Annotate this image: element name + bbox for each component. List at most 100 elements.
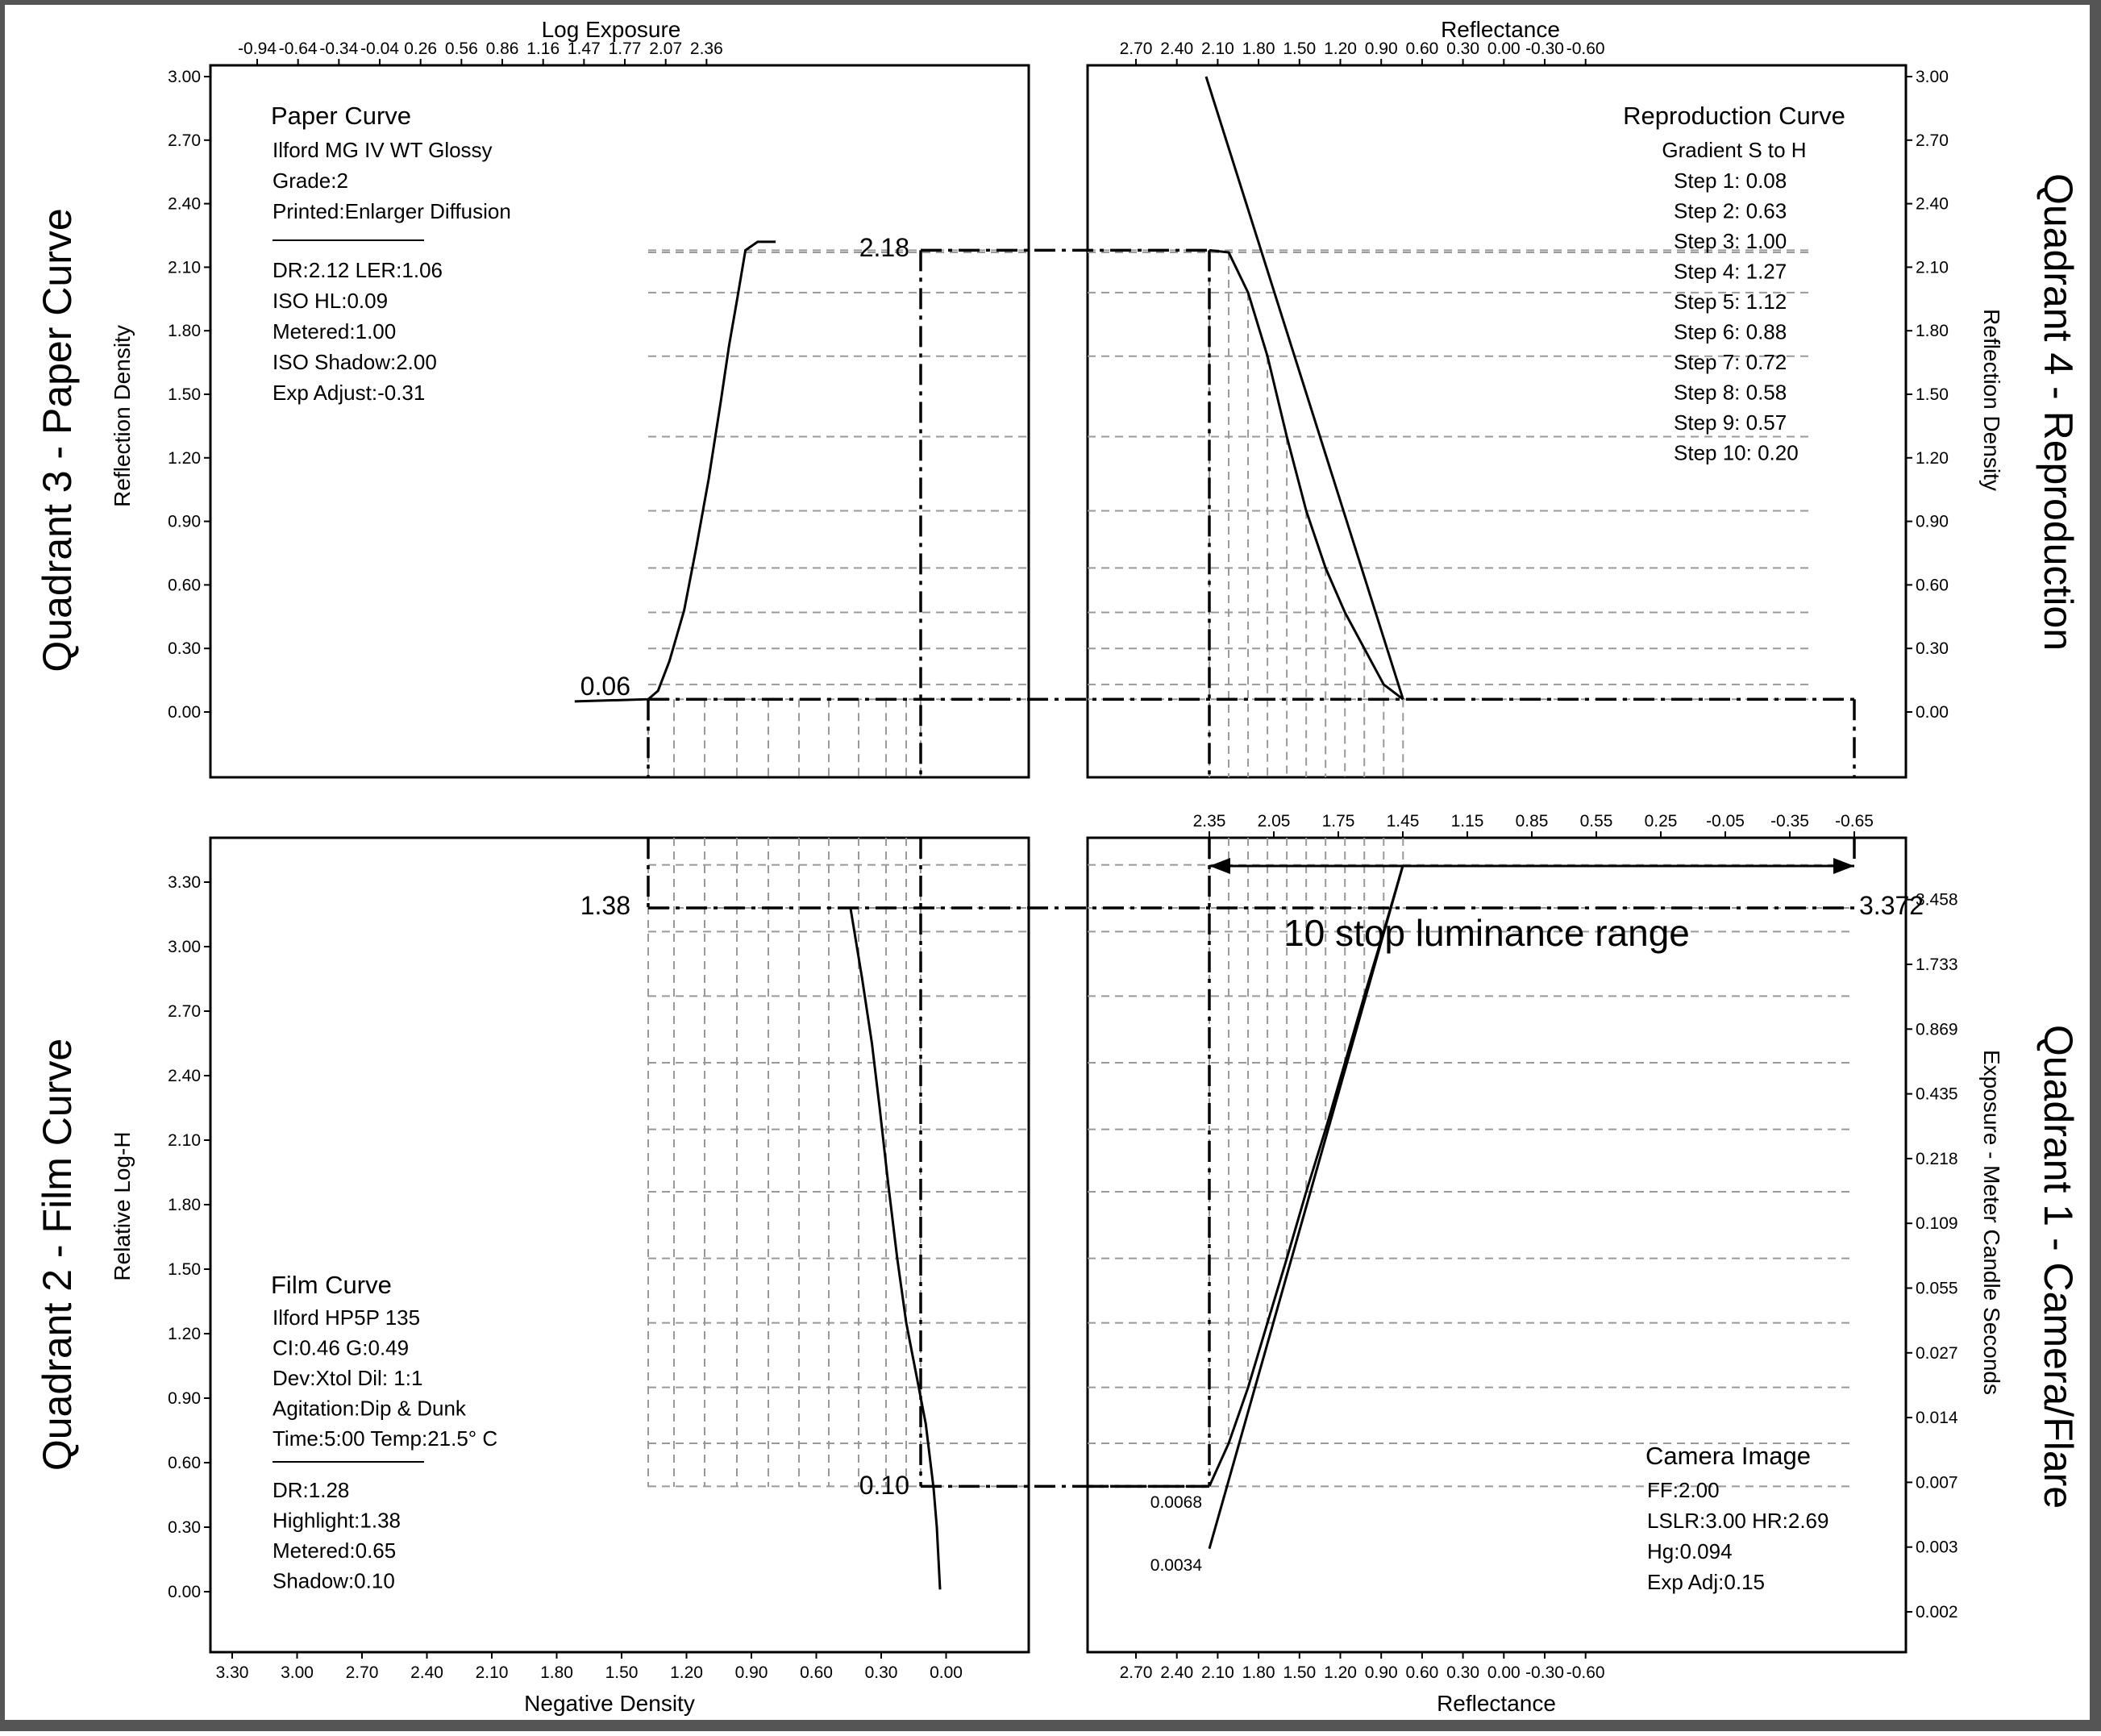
paper-curve-line [574,240,776,703]
q1-x-tick-label: 0.90 [1365,1663,1398,1682]
q3-info-line: Exp Adjust:-0.31 [273,381,425,405]
q2-x-tick-label: 2.70 [346,1663,379,1682]
q3-value-label: 0.06 [580,672,630,701]
q2-info-line: Highlight:1.38 [273,1509,401,1533]
q2-x-tick-label: 0.60 [800,1663,833,1682]
q3-x-tick-label: 1.47 [568,40,601,58]
flare-curve-line [1208,864,1404,1550]
arrow-head-left [1209,858,1230,874]
q3-info-line: DR:2.12 LER:1.06 [273,258,443,282]
q2-value-label: 1.38 [580,891,630,920]
q2-x-axis-title: Negative Density [524,1691,695,1716]
q2-info-line: Dev:Xtol Dil: 1:1 [273,1366,422,1390]
q3-x-tick-label: 1.16 [526,40,560,58]
q2-x-tick-label: 0.90 [735,1663,768,1682]
q3-y-axis-title: Reflection Density [110,325,135,507]
q2-y-tick-label: 0.90 [168,1389,201,1408]
q1-top-tick-label: 0.55 [1580,812,1613,831]
reproduction-reference-line [1204,76,1404,700]
q3-y-tick-label: 0.30 [168,639,201,658]
q4-y-tick-label: 1.50 [1916,385,1949,404]
q2-x-tick-label: 2.40 [410,1663,443,1682]
q1-y-axis-title: Exposure - Meter Candle Seconds [1979,1050,2004,1395]
q3-x-axis-title: Log Exposure [542,17,681,42]
q4-y-tick-label: 0.90 [1916,513,1949,531]
q4-x-tick-label: 0.30 [1446,40,1479,58]
q2-info-line: Agitation:Dip & Dunk [273,1397,467,1421]
q4-x-tick-label: -0.30 [1525,40,1564,58]
q3-x-tick-label: 0.26 [404,40,437,58]
q4-info-step: Step 8: 0.58 [1674,381,1787,405]
q3-info-line: Printed:Enlarger Diffusion [273,199,511,223]
q1-y-tick-label: 0.055 [1916,1280,1958,1298]
q1-top-tick-label: 0.85 [1516,812,1549,831]
q1-info-line: Hg:0.094 [1647,1539,1733,1563]
q4-y-tick-label: 2.10 [1916,258,1949,277]
q1-value-label: 3.372 [1859,891,1924,920]
q1-top-tick-label: -0.05 [1706,812,1745,831]
film-curve-line [849,907,942,1590]
q4-info-step: Step 6: 0.88 [1674,320,1787,344]
q3-y-tick-label: 0.60 [168,576,201,594]
q3-y-tick-label: 2.70 [168,131,201,150]
q3-x-tick-label: 2.07 [649,40,682,58]
q4-x-tick-label: 0.60 [1405,40,1438,58]
q2-y-tick-label: 0.00 [168,1583,201,1601]
q1-value-label: 0.0034 [1150,1556,1203,1575]
q2-y-tick-label: 1.80 [168,1196,201,1214]
q1-x-tick-label: 0.30 [1446,1663,1479,1682]
q1-y-tick-label: 1.733 [1916,955,1958,974]
q2-x-tick-label: 3.00 [281,1663,314,1682]
q2-title: Quadrant 2 - Film Curve [35,1039,80,1471]
q3-y-tick-label: 1.80 [168,322,201,340]
q2-y-tick-label: 3.00 [168,938,201,956]
q3-y-tick-label: 1.50 [168,385,201,404]
q3-y-tick-label: 1.20 [168,449,201,468]
q1-y-tick-label: 0.014 [1916,1409,1958,1427]
q1-top-tick-label: 2.05 [1258,812,1291,831]
q1-x-tick-label: 2.40 [1160,1663,1193,1682]
q3-x-tick-label: 2.36 [690,40,723,58]
q3-y-tick-label: 3.00 [168,68,201,86]
q3-plot-area [209,64,1030,779]
q4-info-step: Step 2: 0.63 [1674,199,1787,223]
q1-x-tick-label: 1.80 [1242,1663,1275,1682]
q1-x-tick-label: 1.50 [1283,1663,1316,1682]
q1-info-line: FF:2.00 [1647,1478,1720,1502]
q3-y-tick-label: 0.00 [168,703,201,722]
q2-y-tick-label: 2.70 [168,1002,201,1021]
q4-y-tick-label: 2.70 [1916,131,1949,150]
q3-info-line: ISO Shadow:2.00 [273,350,437,374]
q4-x-tick-label: 1.20 [1324,40,1357,58]
q1-x-tick-label: 0.60 [1405,1663,1438,1682]
q2-y-tick-label: 2.40 [168,1067,201,1085]
luminance-range-annotation: 10 stop luminance range [1283,912,1690,954]
q3-info-line: ISO HL:0.09 [273,289,388,313]
q2-y-tick-label: 0.60 [168,1454,201,1472]
q4-plot-area [1086,64,1908,779]
q1-x-tick-label: 2.70 [1120,1663,1153,1682]
arrow-head-right [1833,858,1854,874]
q2-y-tick-label: 2.10 [168,1131,201,1150]
q1-info-heading: Camera Image [1645,1442,1811,1470]
q2-x-tick-label: 1.80 [540,1663,573,1682]
q4-info-step: Step 10: 0.20 [1674,441,1799,465]
q4-x-tick-label: 1.50 [1283,40,1316,58]
q1-y-tick-label: 0.003 [1916,1538,1958,1557]
q1-info-line: LSLR:3.00 HR:2.69 [1647,1509,1828,1533]
q2-info-line: DR:1.28 [273,1478,349,1502]
q3-x-tick-label: 1.77 [609,40,642,58]
q4-y-tick-label: 3.00 [1916,68,1949,86]
q3-y-tick-label: 0.90 [168,513,201,531]
q2-y-tick-label: 1.20 [168,1325,201,1343]
q1-x-tick-label: 2.10 [1201,1663,1234,1682]
q3-x-tick-label: -0.94 [238,40,277,58]
q1-y-tick-label: 0.218 [1916,1150,1958,1168]
four-quadrant-chart: -0.94 -0.64 -0.34 -0.04 0.26 0.56 0.86 1.16 1.47… [35,17,2081,1716]
q1-top-tick-label: -0.65 [1835,812,1874,831]
q3-title: Quadrant 3 - Paper Curve [35,208,80,672]
q1-plot-area [1086,836,1908,1654]
q2-x-tick-label: 2.10 [476,1663,509,1682]
q1-top-tick-label: 2.35 [1193,812,1226,831]
q2-info-line: Time:5:00 Temp:21.5° C [273,1426,497,1451]
